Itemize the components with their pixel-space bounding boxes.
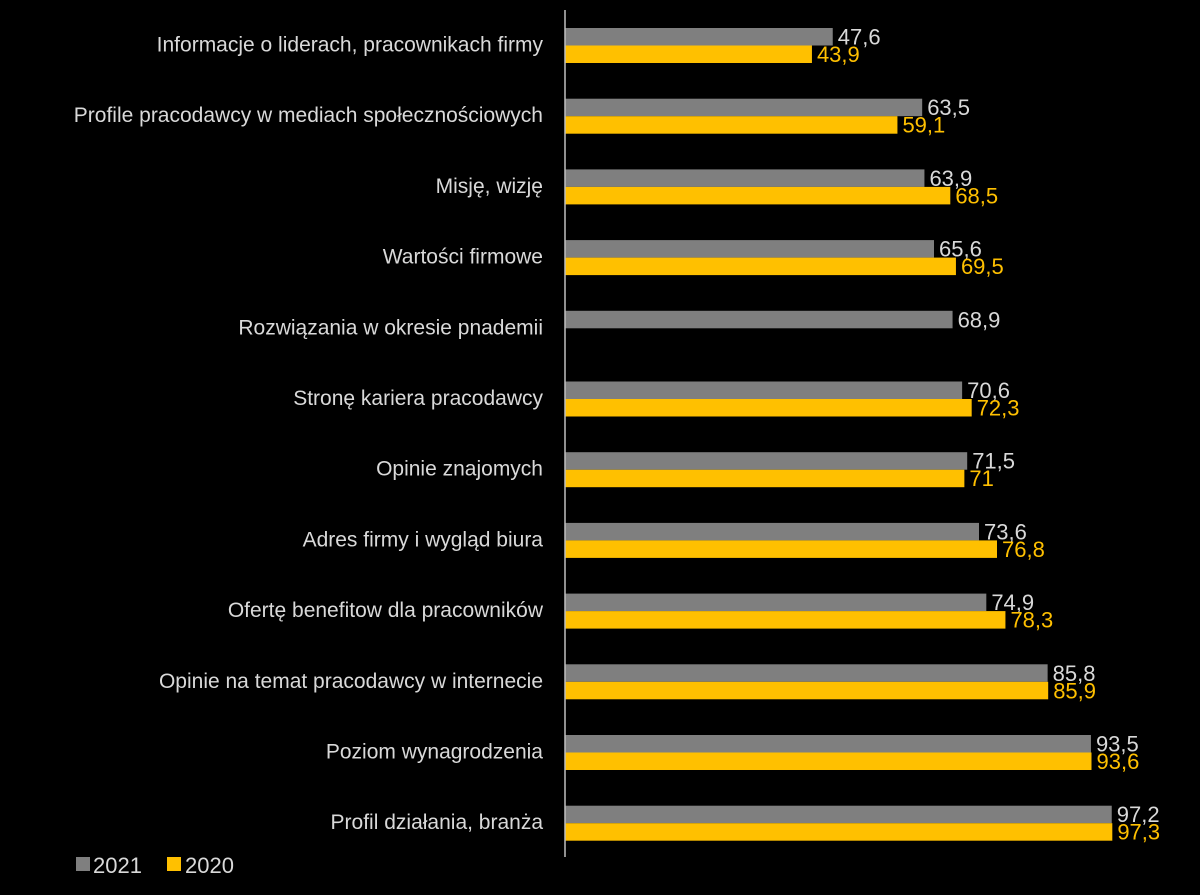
data-label-2020: 85,9 [1053, 678, 1096, 703]
bar-2020 [565, 681, 1049, 700]
category-label: Adres firmy i wygląd biura [303, 528, 544, 551]
bar-2021 [565, 240, 934, 258]
category-label: Profile pracodawcy w mediach społecznośc… [74, 104, 543, 127]
data-label-2020: 72,3 [977, 396, 1020, 421]
bar-2020 [565, 116, 898, 134]
category-label: Informacje o liderach, pracownikach firm… [157, 34, 544, 57]
data-label-2021: 68,9 [958, 307, 1001, 332]
data-label-2021: 65,6 [939, 237, 982, 262]
bar-2021 [565, 169, 925, 187]
data-label-2020: 59,1 [902, 113, 945, 138]
data-label-2021: 93,5 [1096, 732, 1139, 757]
data-label-2020: 97,3 [1117, 820, 1160, 845]
data-label-2021: 71,5 [972, 449, 1015, 474]
bar-2021 [565, 593, 987, 612]
legend-label-2020: 2020 [185, 853, 234, 878]
category-labels: Informacje o liderach, pracownikach firm… [74, 34, 544, 835]
category-label: Wartości firmowe [383, 246, 543, 269]
data-label-2021: 97,2 [1117, 802, 1160, 827]
bar-2020 [565, 540, 997, 558]
data-label-2021: 73,6 [984, 519, 1027, 544]
data-label-2021: 85,8 [1053, 661, 1096, 686]
data-label-2020: 68,5 [955, 183, 998, 208]
data-label-2021: 74,9 [991, 590, 1034, 615]
bar-2021 [565, 28, 833, 46]
bar-2020 [565, 45, 812, 63]
data-label-2020: 43,9 [817, 42, 860, 67]
data-label-2020: 93,6 [1097, 749, 1140, 774]
category-label: Stronę kariera pracodawcy [293, 387, 543, 410]
category-label: Misję, wizję [436, 175, 543, 198]
bars [565, 28, 1113, 841]
data-label-2021: 70,6 [967, 378, 1010, 403]
bar-2021 [565, 805, 1112, 824]
bar-2021 [565, 310, 953, 329]
bar-2021 [565, 381, 963, 399]
legend-label-2021: 2021 [93, 853, 142, 878]
data-label-2020: 69,5 [961, 254, 1004, 279]
legend-swatch-2020 [167, 857, 181, 871]
legend-swatch-2021 [76, 857, 90, 871]
data-label-2020: 76,8 [1002, 537, 1045, 562]
data-label-2021: 47,6 [838, 25, 881, 50]
bar-2021 [565, 98, 923, 117]
data-label-2020: 71 [969, 466, 993, 491]
data-label-2020: 78,3 [1010, 608, 1053, 633]
category-label: Profil działania, branża [331, 811, 544, 834]
legend: 2021 2020 [76, 853, 234, 878]
bar-2021 [565, 664, 1048, 682]
category-label: Opinie na temat pracodawcy w internecie [159, 670, 543, 693]
bar-2020 [565, 611, 1006, 629]
bar-2020 [565, 752, 1092, 770]
category-label: Opinie znajomych [376, 458, 543, 481]
bar-2020 [565, 257, 956, 276]
bar-2020 [565, 823, 1113, 841]
category-label: Ofertę benefitow dla pracowników [228, 599, 544, 622]
bar-2020 [565, 469, 965, 488]
data-label-2021: 63,9 [929, 166, 972, 191]
bar-2020 [565, 399, 972, 417]
bar-2021 [565, 735, 1091, 753]
data-labels: 47,643,9 63,559,1 63,968,5 65,669,5 68,9 70,6… [817, 25, 1160, 845]
category-label: Rozwiązania w okresie pnademii [238, 316, 543, 339]
bar-2021 [565, 452, 968, 470]
category-label: Poziom wynagrodzenia [326, 741, 543, 764]
bar-2020 [565, 186, 951, 205]
data-label-2021: 63,5 [927, 95, 970, 120]
bar-2021 [565, 522, 979, 541]
